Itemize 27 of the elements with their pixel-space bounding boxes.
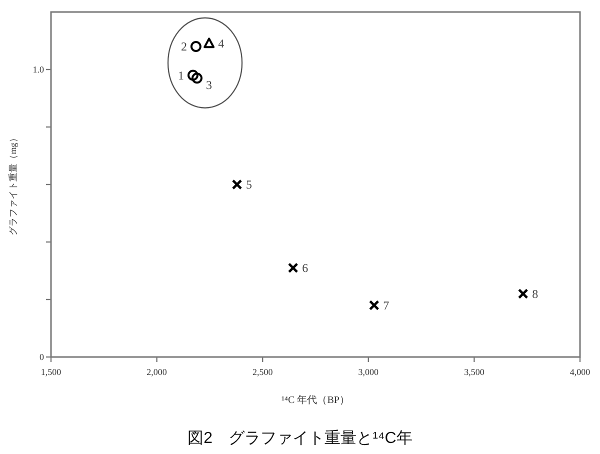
point xyxy=(232,179,242,190)
y-tick-label: 0 xyxy=(40,352,44,362)
annotation: 4 xyxy=(218,36,224,51)
point xyxy=(288,262,298,274)
point xyxy=(368,300,380,310)
point xyxy=(192,72,203,84)
y-axis-title: グラファイト重量（mg） xyxy=(8,134,18,236)
point xyxy=(190,41,202,52)
y-tick-label: 1.0 xyxy=(32,64,44,74)
point xyxy=(518,288,528,299)
annotation: 2 xyxy=(180,40,187,54)
annotation: 1 xyxy=(178,68,184,82)
x-tick-label: 1,500 xyxy=(40,367,62,377)
annotation: 5 xyxy=(246,178,252,192)
annotation: 8 xyxy=(532,286,538,301)
annotation: 3 xyxy=(206,78,212,92)
annotation: 7 xyxy=(383,298,390,312)
x-tick-label: 4,000 xyxy=(570,367,591,377)
x-tick-label: 3,000 xyxy=(358,367,380,377)
x-tick-label: 3,500 xyxy=(464,367,485,377)
point xyxy=(204,38,215,48)
x-tick-label: 2,500 xyxy=(252,367,274,377)
point xyxy=(187,70,198,81)
annotation: 6 xyxy=(302,260,308,275)
x-tick-label: 2,000 xyxy=(146,367,168,377)
text: 図2 グラファイト重量と¹⁴C年 xyxy=(188,429,412,447)
x-axis-title: ¹⁴C 年代（BP） xyxy=(282,394,350,406)
